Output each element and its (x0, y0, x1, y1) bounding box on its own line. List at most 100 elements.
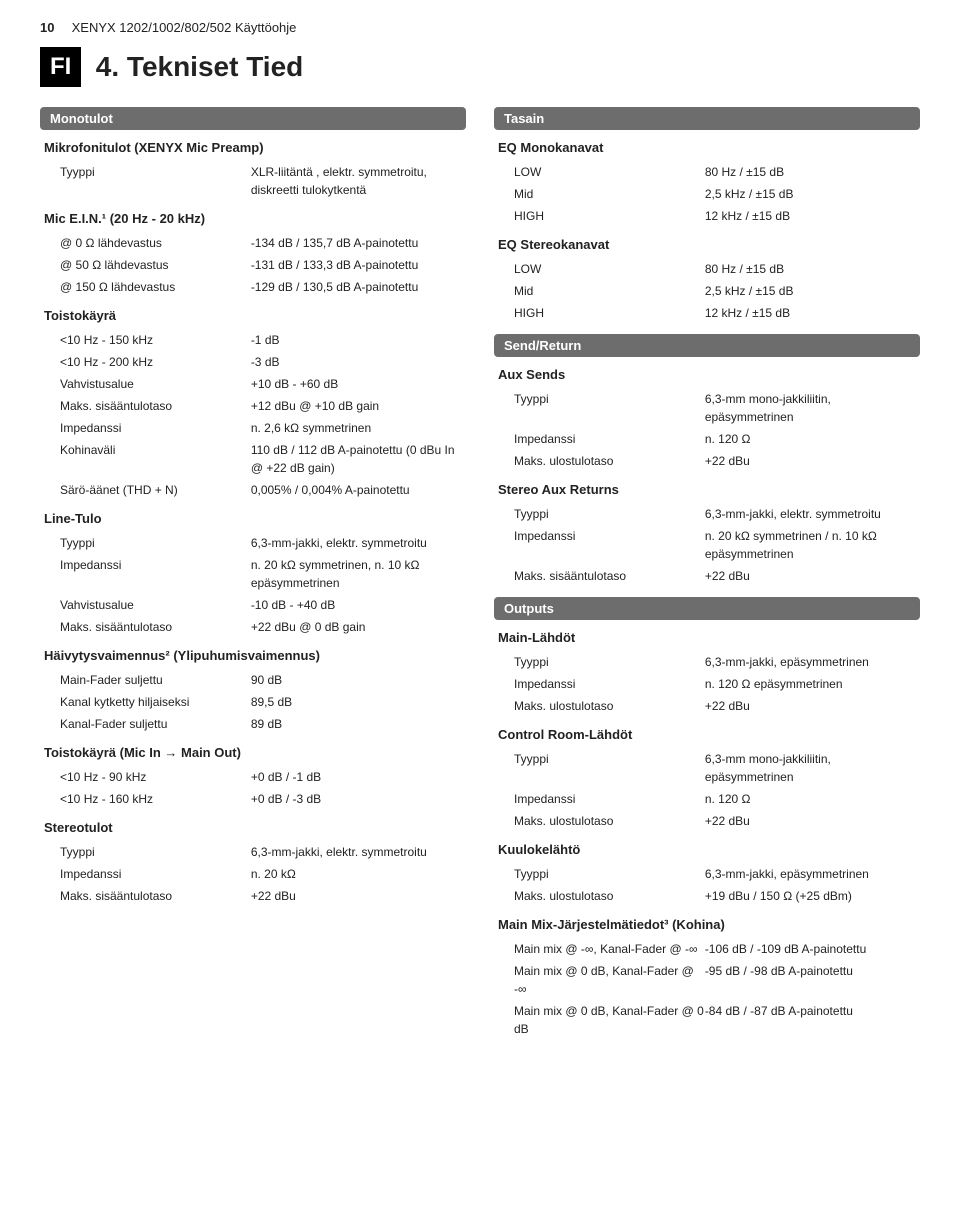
spec-label: @ 0 Ω lähdevastus (60, 234, 251, 252)
spec-value: 89 dB (251, 715, 466, 733)
spec-value: 80 Hz / ±15 dB (705, 260, 920, 278)
spec-row: Kanal-Fader suljettu89 dB (40, 713, 466, 735)
page-header: 10 XENYX 1202/1002/802/502 Käyttöohje (40, 20, 920, 35)
page-number: 10 (40, 20, 68, 35)
spec-row: @ 0 Ω lähdevastus-134 dB / 135,7 dB A-pa… (40, 232, 466, 254)
spec-value: n. 120 Ω epäsymmetrinen (705, 675, 920, 693)
line-tulo-head: Line-Tulo (44, 511, 466, 526)
spec-label: @ 150 Ω lähdevastus (60, 278, 251, 296)
spec-row: TyyppiXLR-liitäntä , elektr. symmetroitu… (40, 161, 466, 201)
spec-value: 0,005% / 0,004% A-painotettu (251, 481, 466, 499)
spec-value: 6,3-mm-jakki, epäsymmetrinen (705, 865, 920, 883)
spec-value: 6,3-mm mono-jakkiliitin, epäsymmetrinen (705, 750, 920, 786)
spec-label: Maks. ulostulotaso (514, 887, 705, 905)
spec-row: Tyyppi6,3-mm-jakki, epäsymmetrinen (494, 863, 920, 885)
left-column: Monotulot Mikrofonitulot (XENYX Mic Prea… (40, 97, 466, 1040)
sendreturn-bar: Send/Return (494, 334, 920, 357)
spec-label: Impedanssi (514, 430, 705, 448)
spec-value: 6,3-mm mono-jakkiliitin, epäsymmetrinen (705, 390, 920, 426)
spec-row: Tyyppi6,3-mm-jakki, elektr. symmetroitu (494, 503, 920, 525)
spec-value: +22 dBu (705, 567, 920, 585)
spec-row: Maks. ulostulotaso+22 dBu (494, 450, 920, 472)
spec-label: HIGH (514, 304, 705, 322)
spec-label: Tyyppi (60, 534, 251, 552)
spec-value: +19 dBu / 150 Ω (+25 dBm) (705, 887, 920, 905)
spec-value: n. 120 Ω (705, 430, 920, 448)
spec-row: HIGH12 kHz / ±15 dB (494, 302, 920, 324)
eq-stereo-head: EQ Stereokanavat (498, 237, 920, 252)
right-column: Tasain EQ Monokanavat LOW80 Hz / ±15 dBM… (494, 97, 920, 1040)
title-row: FI 4. Tekniset Tied (40, 47, 920, 87)
spec-row: Mid2,5 kHz / ±15 dB (494, 183, 920, 205)
ctrl-room-head: Control Room-Lähdöt (498, 727, 920, 742)
spec-value: -95 dB / -98 dB A-painotettu (705, 962, 920, 998)
spec-label: Impedanssi (60, 419, 251, 437)
spec-row: Tyyppi6,3-mm-jakki, epäsymmetrinen (494, 651, 920, 673)
spec-label: Main-Fader suljettu (60, 671, 251, 689)
spec-label: Tyyppi (60, 843, 251, 861)
spec-value: -129 dB / 130,5 dB A-painotettu (251, 278, 466, 296)
spec-row: Vahvistusalue-10 dB - +40 dB (40, 594, 466, 616)
spec-row: Main mix @ -∞, Kanal-Fader @ -∞-106 dB /… (494, 938, 920, 960)
spec-value: +22 dBu @ 0 dB gain (251, 618, 466, 636)
spec-row: Impedanssin. 20 kΩ (40, 863, 466, 885)
spec-value: 2,5 kHz / ±15 dB (705, 185, 920, 203)
spec-label: Vahvistusalue (60, 596, 251, 614)
spec-label: Maks. ulostulotaso (514, 697, 705, 715)
spec-row: HIGH12 kHz / ±15 dB (494, 205, 920, 227)
spec-row: @ 150 Ω lähdevastus-129 dB / 130,5 dB A-… (40, 276, 466, 298)
spec-row: Impedanssin. 120 Ω (494, 428, 920, 450)
spec-value: 12 kHz / ±15 dB (705, 304, 920, 322)
spec-row: Maks. sisääntulotaso+22 dBu (494, 565, 920, 587)
spec-value: -3 dB (251, 353, 466, 371)
doc-title: XENYX 1202/1002/802/502 Käyttöohje (72, 20, 297, 35)
spec-value: 110 dB / 112 dB A-painotettu (0 dBu In @… (251, 441, 466, 477)
spec-row: <10 Hz - 150 kHz-1 dB (40, 329, 466, 351)
columns: Monotulot Mikrofonitulot (XENYX Mic Prea… (40, 97, 920, 1040)
spec-value: n. 2,6 kΩ symmetrinen (251, 419, 466, 437)
spec-label: Vahvistusalue (60, 375, 251, 393)
spec-value: n. 120 Ω (705, 790, 920, 808)
spec-label: Tyyppi (60, 163, 251, 199)
spec-row: Main mix @ 0 dB, Kanal-Fader @ -∞-95 dB … (494, 960, 920, 1000)
spec-value: +22 dBu (705, 697, 920, 715)
spec-row: <10 Hz - 200 kHz-3 dB (40, 351, 466, 373)
spec-value: -131 dB / 133,3 dB A-painotettu (251, 256, 466, 274)
spec-label: HIGH (514, 207, 705, 225)
spec-value: 2,5 kHz / ±15 dB (705, 282, 920, 300)
spec-value: 6,3-mm-jakki, epäsymmetrinen (705, 653, 920, 671)
toisto-mic-head: Toistokäyrä (Mic In → Main Out) (44, 745, 466, 760)
spec-row: Maks. sisääntulotaso+12 dBu @ +10 dB gai… (40, 395, 466, 417)
spec-row: Impedanssin. 20 kΩ symmetrinen, n. 10 kΩ… (40, 554, 466, 594)
spec-value: 89,5 dB (251, 693, 466, 711)
spec-row: Impedanssin. 20 kΩ symmetrinen / n. 10 k… (494, 525, 920, 565)
monotulot-bar: Monotulot (40, 107, 466, 130)
spec-row: Tyyppi6,3-mm mono-jakkiliitin, epäsymmet… (494, 748, 920, 788)
spec-label: Maks. ulostulotaso (514, 452, 705, 470)
spec-row: Main-Fader suljettu90 dB (40, 669, 466, 691)
spec-row: Main mix @ 0 dB, Kanal-Fader @ 0 dB-84 d… (494, 1000, 920, 1040)
spec-label: Impedanssi (514, 790, 705, 808)
spec-label: Kanal-Fader suljettu (60, 715, 251, 733)
spec-value: +0 dB / -1 dB (251, 768, 466, 786)
main-mix-head: Main Mix-Järjestelmätiedot³ (Kohina) (498, 917, 920, 932)
outputs-bar: Outputs (494, 597, 920, 620)
spec-label: Tyyppi (514, 390, 705, 426)
spec-value: n. 20 kΩ symmetrinen, n. 10 kΩ epäsymmet… (251, 556, 466, 592)
spec-label: Maks. sisääntulotaso (514, 567, 705, 585)
spec-label: Tyyppi (514, 653, 705, 671)
aux-sends-head: Aux Sends (498, 367, 920, 382)
spec-row: @ 50 Ω lähdevastus-131 dB / 133,3 dB A-p… (40, 254, 466, 276)
spec-row: Impedanssin. 120 Ω (494, 788, 920, 810)
spec-value: +10 dB - +60 dB (251, 375, 466, 393)
lang-badge: FI (40, 47, 81, 87)
spec-value: -84 dB / -87 dB A-painotettu (705, 1002, 920, 1038)
spec-row: Maks. sisääntulotaso+22 dBu (40, 885, 466, 907)
mic-preamp-head: Mikrofonitulot (XENYX Mic Preamp) (44, 140, 466, 155)
spec-value: n. 20 kΩ (251, 865, 466, 883)
spec-row: Tyyppi6,3-mm-jakki, elektr. symmetroitu (40, 841, 466, 863)
spec-value: +12 dBu @ +10 dB gain (251, 397, 466, 415)
spec-value: 6,3-mm-jakki, elektr. symmetroitu (251, 534, 466, 552)
spec-value: -1 dB (251, 331, 466, 349)
spec-row: Tyyppi6,3-mm mono-jakkiliitin, epäsymmet… (494, 388, 920, 428)
